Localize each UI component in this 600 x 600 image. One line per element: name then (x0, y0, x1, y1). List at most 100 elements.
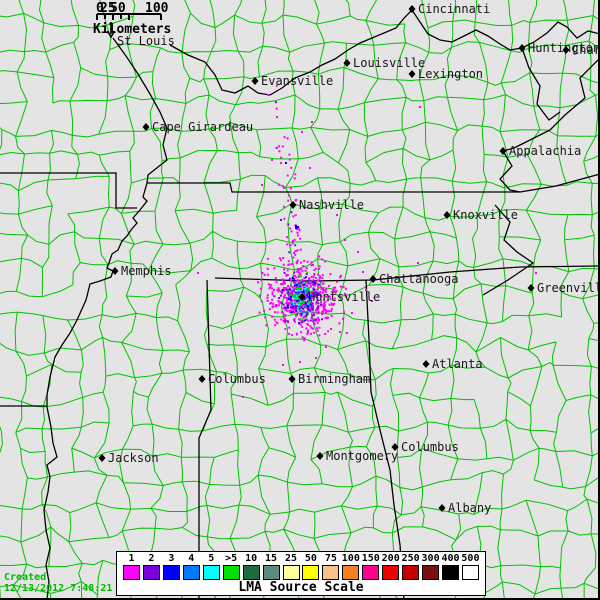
legend-value: 4 (188, 553, 195, 564)
legend-entry: 300 (421, 553, 440, 580)
lma-source-dots (197, 84, 537, 398)
legend-value: 250 (401, 553, 420, 564)
legend-value: 25 (284, 553, 298, 564)
created-timestamp: Created 12/13/2012 7:48:21 (4, 572, 112, 594)
legend-value: 1 (128, 553, 135, 564)
city-label: Albany (448, 501, 491, 515)
city-marker-icon (438, 504, 446, 512)
city-marker-icon (288, 375, 296, 383)
legend-swatch (422, 565, 440, 580)
legend-entry: 15 (262, 553, 281, 580)
city-label: Charl (572, 43, 600, 57)
legend-entry: 50 (301, 553, 320, 580)
legend-value: 5 (208, 553, 215, 564)
city-marker-icon (98, 454, 106, 462)
city-marker-icon (408, 70, 416, 78)
city-marker-icon (343, 59, 351, 67)
legend-swatch (342, 565, 360, 580)
city-arrow-icon (106, 22, 116, 39)
created-datetime: 12/13/2012 7:48:21 (4, 583, 113, 594)
city-marker-icon (499, 147, 507, 155)
legend-swatch (382, 565, 400, 580)
city-marker-icon (369, 275, 377, 283)
legend-swatch (362, 565, 380, 580)
city-marker-icon (422, 360, 430, 368)
lma-source-dots (289, 271, 311, 321)
city-marker-icon (289, 201, 297, 209)
scale-tick-0: 0 (96, 1, 104, 16)
legend-value: 15 (265, 553, 278, 564)
city-label: Birmingham (298, 372, 370, 386)
created-label: Created (4, 572, 47, 583)
legend-swatch (442, 565, 459, 580)
legend-value: 100 (341, 553, 360, 564)
legend-swatch (322, 565, 340, 580)
city-label: Chattanooga (379, 272, 458, 286)
city-label: Memphis (121, 264, 172, 278)
scale-tick-100: 100 (145, 1, 169, 16)
lma-source-dots (292, 284, 316, 314)
legend-swatch (461, 565, 479, 580)
legend-entry: 75 (321, 553, 340, 580)
city-label: St Louis (117, 34, 175, 48)
legend-entry: 400 (441, 553, 460, 580)
city-label: Jackson (108, 451, 159, 465)
city-label: Evansville (261, 74, 333, 88)
scale-tick-25: 25 (100, 1, 116, 16)
city-label: Greenville (537, 281, 600, 295)
legend-value: 150 (361, 553, 380, 564)
legend-entries: 1 2 3 4 5 >5 10 15 25 50 75 100 150 200 250 300 400 500 (117, 553, 485, 580)
scale-tick-50: 50 (110, 1, 126, 16)
legend-swatch (202, 565, 220, 580)
city-marker-icon (562, 46, 570, 54)
city-marker-icon (443, 211, 451, 219)
state-borders-and-rivers (0, 8, 598, 598)
city-label: Knoxville (453, 208, 518, 222)
legend-swatch (402, 565, 420, 580)
legend-swatch (302, 565, 320, 580)
legend-entry: 3 (162, 553, 181, 580)
city-marker-icon (518, 44, 526, 52)
legend-value: 500 (461, 553, 480, 564)
city-marker-icon (251, 77, 259, 85)
city-marker-icon (527, 284, 535, 292)
scale-unit-label: Kilometers (93, 22, 172, 37)
legend-value: 75 (324, 553, 337, 564)
city-marker-icon (198, 375, 206, 383)
lma-source-dots (281, 162, 320, 325)
legend-entry: 5 (202, 553, 221, 580)
city-marker-icon (142, 123, 150, 131)
city-label: Montgomery (326, 449, 398, 463)
legend-entry: 4 (182, 553, 201, 580)
legend-swatch (123, 565, 140, 580)
city-marker-icon (111, 267, 119, 275)
city-marker-icon (316, 452, 324, 460)
legend-value: 3 (168, 553, 175, 564)
legend-swatch (182, 565, 200, 580)
legend-value: 2 (148, 553, 155, 564)
legend-value: >5 (225, 553, 238, 564)
legend-swatch (222, 565, 240, 580)
legend-entry: 200 (381, 553, 400, 580)
legend-entry: 500 (461, 553, 480, 580)
city-label: Huntsville (308, 290, 380, 304)
city-label: Cincinnati (418, 2, 490, 16)
legend-value: 200 (381, 553, 400, 564)
city-marker-icon (391, 443, 399, 451)
city-label: Appalachia (509, 144, 581, 158)
legend-swatch (162, 565, 180, 580)
city-label: Lexington (418, 67, 483, 81)
legend-entry: 10 (242, 553, 261, 580)
city-label: Louisville (353, 56, 425, 70)
legend-swatch (282, 565, 300, 580)
legend-value: 300 (421, 553, 440, 564)
legend-value: 400 (441, 553, 460, 564)
legend-entry: 150 (361, 553, 380, 580)
city-label: Columbus (401, 440, 459, 454)
legend-swatch (142, 565, 160, 580)
legend-swatch (262, 565, 280, 580)
legend-entry: 1 (122, 553, 141, 580)
legend-swatch (242, 565, 260, 580)
